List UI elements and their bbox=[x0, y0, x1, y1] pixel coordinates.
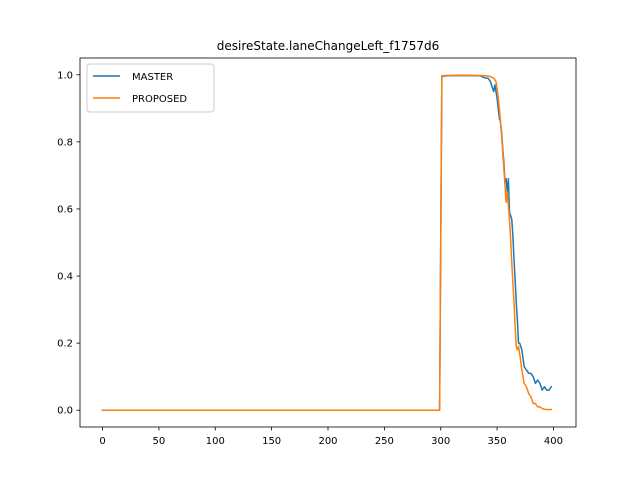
x-tick-label: 400 bbox=[544, 436, 563, 447]
plot-area: 0 50 100 150 200 250 300 350 400 0.0 0.2 0.4 0.6 0.8 1… bbox=[57, 57, 577, 447]
legend-label-proposed: PROPOSED bbox=[132, 94, 187, 105]
x-tick-label: 150 bbox=[262, 436, 281, 447]
x-tick-label: 200 bbox=[318, 436, 337, 447]
x-tick-label: 100 bbox=[206, 436, 225, 447]
legend-label-master: MASTER bbox=[132, 72, 173, 83]
y-tick-label: 0.0 bbox=[57, 406, 73, 417]
x-tick-label: 0 bbox=[99, 436, 105, 447]
series-line-proposed bbox=[101, 74, 552, 411]
y-tick-label: 0.2 bbox=[57, 339, 73, 350]
y-tick-label: 0.4 bbox=[57, 272, 73, 283]
x-tick-label: 50 bbox=[153, 436, 166, 447]
y-tick-label: 0.8 bbox=[57, 137, 73, 148]
x-tick-label: 350 bbox=[488, 436, 507, 447]
legend: MASTER PROPOSED bbox=[86, 63, 215, 113]
x-tick-label: 250 bbox=[375, 436, 394, 447]
y-tick-label: 0.6 bbox=[57, 204, 73, 215]
x-tick-label: 300 bbox=[431, 436, 450, 447]
chart-title: desireState.laneChangeLeft_f1757d6 bbox=[217, 39, 439, 53]
y-tick-label: 1.0 bbox=[57, 70, 73, 81]
